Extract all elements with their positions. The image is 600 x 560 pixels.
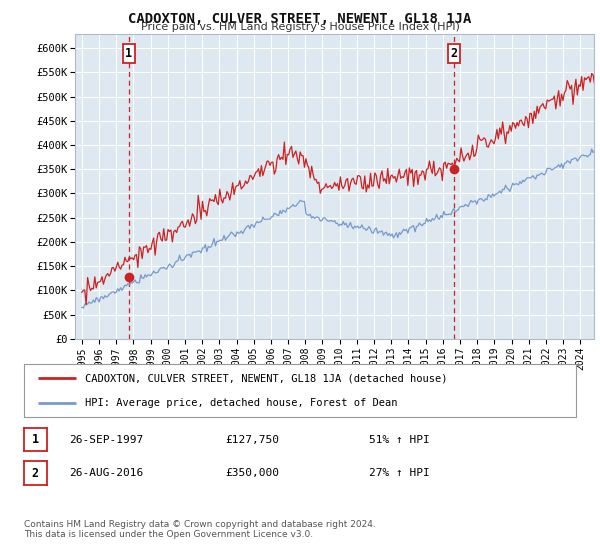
Text: HPI: Average price, detached house, Forest of Dean: HPI: Average price, detached house, Fore… (85, 398, 397, 408)
Text: CADOXTON, CULVER STREET, NEWENT, GL18 1JA (detached house): CADOXTON, CULVER STREET, NEWENT, GL18 1J… (85, 374, 447, 384)
Text: 1: 1 (125, 47, 133, 60)
Text: 51% ↑ HPI: 51% ↑ HPI (369, 435, 430, 445)
Text: Price paid vs. HM Land Registry's House Price Index (HPI): Price paid vs. HM Land Registry's House … (140, 22, 460, 32)
Text: 1: 1 (32, 433, 39, 446)
Text: 27% ↑ HPI: 27% ↑ HPI (369, 468, 430, 478)
Text: CADOXTON, CULVER STREET, NEWENT, GL18 1JA: CADOXTON, CULVER STREET, NEWENT, GL18 1J… (128, 12, 472, 26)
Text: 26-SEP-1997: 26-SEP-1997 (69, 435, 143, 445)
Text: Contains HM Land Registry data © Crown copyright and database right 2024.
This d: Contains HM Land Registry data © Crown c… (24, 520, 376, 539)
Text: £127,750: £127,750 (225, 435, 279, 445)
Text: 2: 2 (32, 466, 39, 480)
Text: 26-AUG-2016: 26-AUG-2016 (69, 468, 143, 478)
Text: £350,000: £350,000 (225, 468, 279, 478)
Text: 2: 2 (451, 47, 458, 60)
